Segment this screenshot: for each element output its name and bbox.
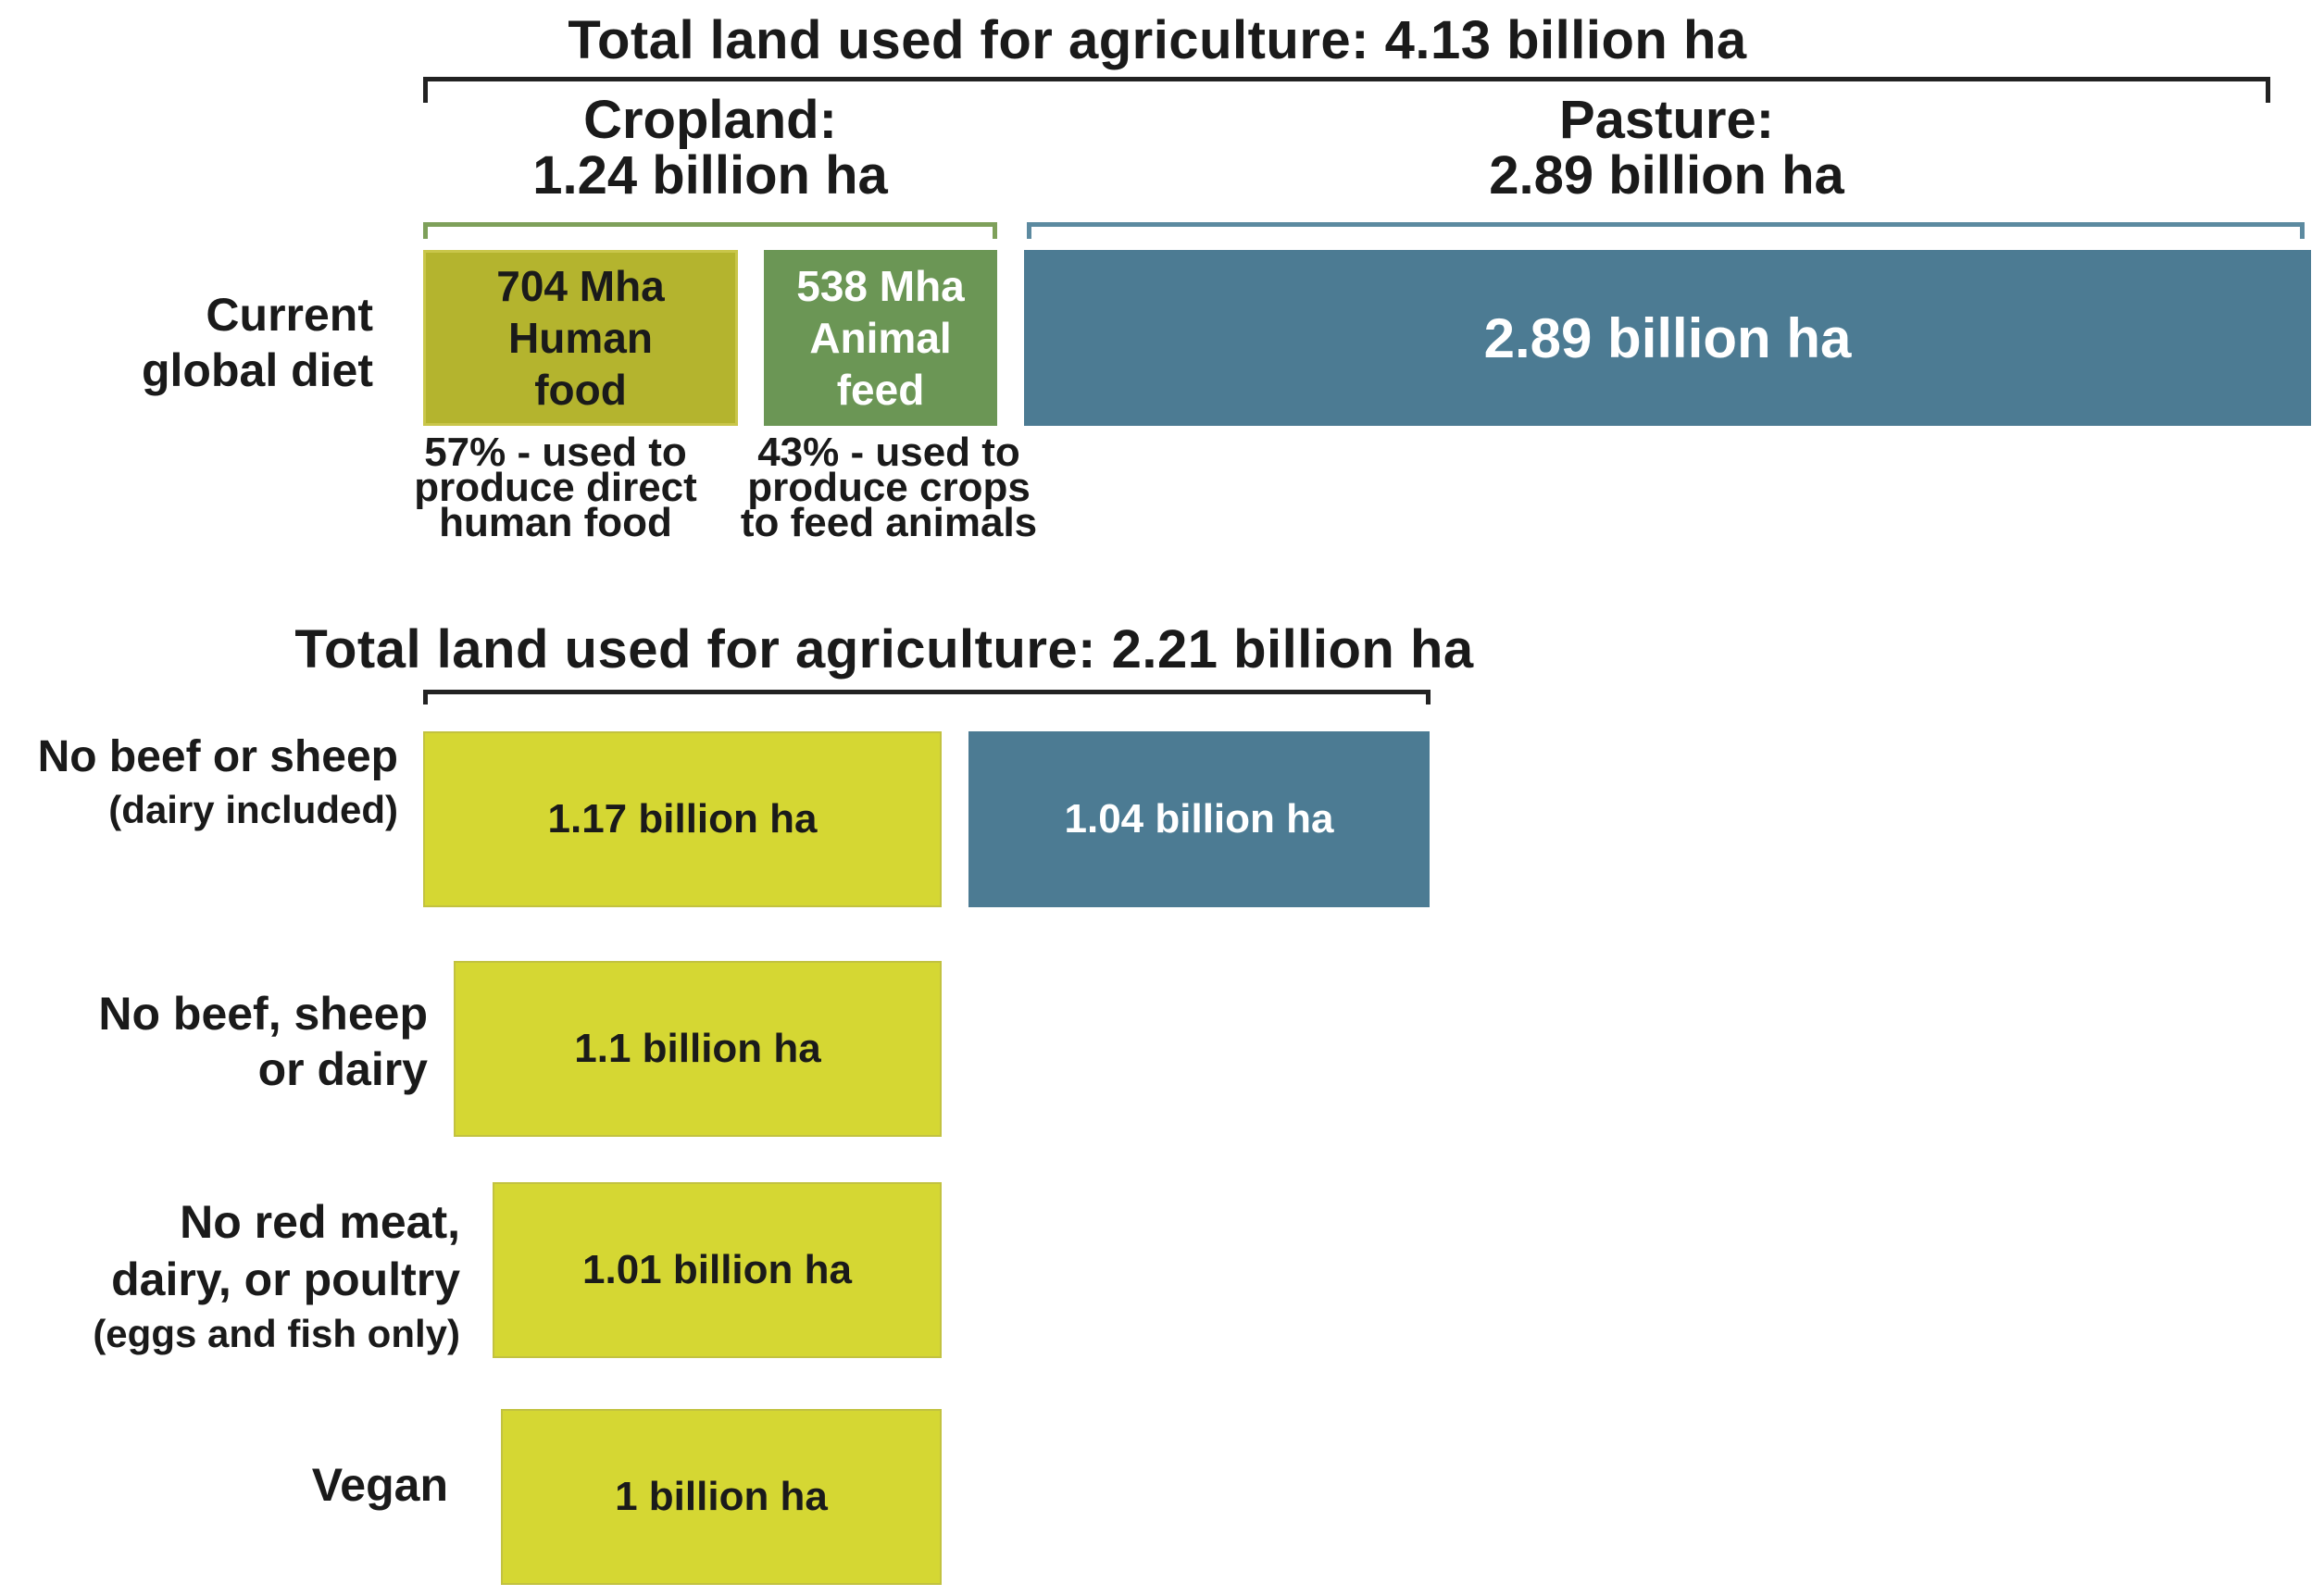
row-label-eggs-fish-sub: (eggs and fish only)	[93, 1312, 460, 1355]
row-label-vegan: Vegan	[311, 1459, 448, 1511]
bar-eggs-fish: 1.01 billion ha	[493, 1182, 942, 1358]
bar-animal-feed-label: 538 Mha Animal feed	[796, 262, 965, 414]
note-human-food: 57% - used to produce direct human food	[414, 430, 697, 545]
row-label-eggs-fish: No red meat, dairy, or poultry (eggs and…	[0, 1194, 460, 1359]
bar-no-beef-sheep-pasture: 1.04 billion ha	[968, 731, 1430, 907]
note-animal-feed: 43% - used to produce crops to feed anim…	[740, 430, 1038, 545]
cropland-bracket	[423, 222, 997, 239]
cropland-value: 1.24 billion ha	[532, 145, 888, 206]
row-label-no-beef-sheep: No beef or sheep (dairy included)	[0, 729, 398, 835]
bar-human-food-label: 704 Mha Human food	[496, 262, 665, 414]
bar-animal-feed: 538 Mha Animal feed	[764, 250, 997, 426]
row-label-no-beef-sheep-main: No beef or sheep	[37, 732, 398, 781]
bar-no-beef-sheep-dairy: 1.1 billion ha	[454, 961, 942, 1137]
pasture-heading: Pasture: 2.89 billion ha	[1028, 93, 2305, 204]
bar-human-food: 704 Mha Human food	[423, 250, 738, 426]
bar-vegan: 1 billion ha	[501, 1409, 942, 1585]
pasture-label: Pasture:	[1558, 90, 1775, 150]
bar-no-beef-sheep-pasture-label: 1.04 billion ha	[1064, 796, 1334, 842]
bar-eggs-fish-label: 1.01 billion ha	[582, 1247, 852, 1292]
pasture-value: 2.89 billion ha	[1489, 145, 1844, 206]
row-label-current-diet: Current global diet	[142, 289, 373, 396]
bar-pasture-label: 2.89 billion ha	[1483, 306, 1852, 369]
cropland-heading: Cropland: 1.24 billion ha	[423, 93, 997, 204]
row-label-no-beef-sheep-sub: (dairy included)	[108, 788, 398, 831]
bar-vegan-label: 1 billion ha	[615, 1474, 828, 1519]
row-label-eggs-fish-main: No red meat, dairy, or poultry	[111, 1196, 460, 1305]
pasture-bracket	[1027, 222, 2305, 239]
top-total-bracket	[423, 77, 2270, 103]
top-chart-title: Total land used for agriculture: 4.13 bi…	[568, 10, 1747, 70]
bar-pasture: 2.89 billion ha	[1024, 250, 2311, 426]
bar-no-beef-sheep-cropland: 1.17 billion ha	[423, 731, 942, 907]
cropland-label: Cropland:	[583, 90, 837, 150]
bar-no-beef-sheep-dairy-label: 1.1 billion ha	[574, 1026, 821, 1071]
bar-no-beef-sheep-cropland-label: 1.17 billion ha	[547, 796, 818, 842]
bottom-chart-title: Total land used for agriculture: 2.21 bi…	[294, 619, 1474, 680]
row-label-no-beef-sheep-dairy: No beef, sheep or dairy	[98, 988, 428, 1095]
bottom-total-bracket	[423, 690, 1431, 704]
